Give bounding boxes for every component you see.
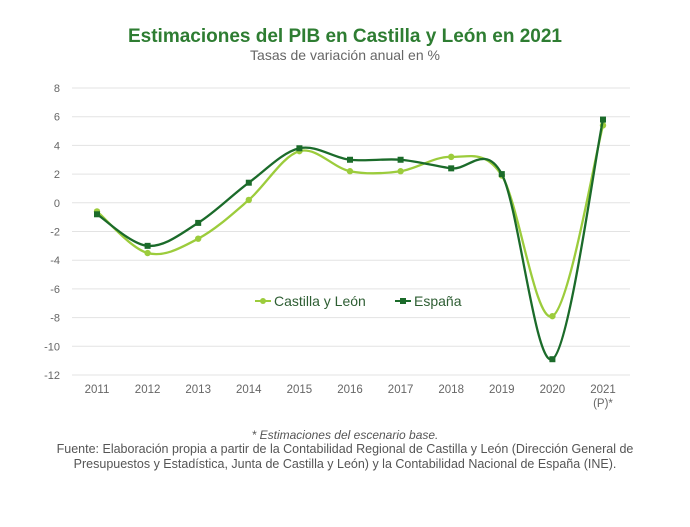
data-point xyxy=(144,249,151,257)
x-tick-label: 2020 xyxy=(540,384,566,396)
source-note: Fuente: Elaboración propia a partir de l… xyxy=(56,442,634,471)
x-tick-label: 2014 xyxy=(236,384,262,396)
y-tick-label: 2 xyxy=(54,169,60,181)
x-tick-label: 2017 xyxy=(388,384,414,396)
data-point xyxy=(94,211,100,218)
data-point xyxy=(296,145,303,152)
y-tick-label: 6 xyxy=(54,112,60,124)
data-point xyxy=(347,156,353,163)
x-tick-label: 2011 xyxy=(85,384,110,396)
data-point xyxy=(448,153,455,161)
footnote: * Estimaciones del escenario base. xyxy=(251,428,439,442)
data-point xyxy=(600,116,606,123)
legend-marker xyxy=(400,298,406,304)
data-point xyxy=(245,179,252,186)
chart-title: Estimaciones del PIB en Castilla y León … xyxy=(127,26,562,47)
chart-subtitle: Tasas de variación anual en % xyxy=(250,47,440,63)
legend-marker xyxy=(260,298,266,304)
series-line-castilla-y-leon xyxy=(96,125,605,318)
x-tick-label: 2018 xyxy=(438,384,464,396)
y-tick-label: -12 xyxy=(44,370,60,382)
data-point xyxy=(448,165,455,172)
x-tick-label: 2015 xyxy=(287,384,313,396)
data-point xyxy=(498,171,505,178)
x-tick-label: 2021 xyxy=(590,384,616,396)
y-tick-label: -6 xyxy=(50,284,60,296)
data-point xyxy=(195,219,202,226)
y-tick-label: -4 xyxy=(50,255,60,267)
data-point xyxy=(397,156,404,163)
legend-label: Castilla y León xyxy=(274,293,366,309)
data-point xyxy=(195,235,202,242)
series-line-espana xyxy=(96,119,605,361)
data-point xyxy=(549,356,556,363)
data-point xyxy=(144,242,151,249)
data-point xyxy=(346,168,354,175)
x-tick-label: 2013 xyxy=(185,384,211,396)
x-tick-label: (P)* xyxy=(593,398,613,410)
y-tick-label: -2 xyxy=(50,227,60,239)
data-point xyxy=(245,196,252,204)
legend-label: España xyxy=(414,293,462,309)
x-tick-label: 2019 xyxy=(489,384,515,396)
y-tick-label: 8 xyxy=(54,83,60,95)
x-tick-label: 2016 xyxy=(337,384,363,396)
y-tick-label: -10 xyxy=(44,341,60,353)
y-tick-label: 4 xyxy=(54,140,60,152)
data-point xyxy=(549,312,556,320)
y-tick-label: 0 xyxy=(54,198,60,210)
x-tick-label: 2012 xyxy=(135,384,161,396)
data-point xyxy=(397,168,404,175)
y-tick-label: -8 xyxy=(50,313,60,325)
